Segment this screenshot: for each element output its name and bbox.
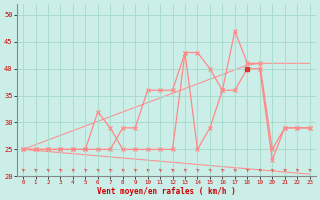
X-axis label: Vent moyen/en rafales ( km/h ): Vent moyen/en rafales ( km/h ) xyxy=(97,187,236,196)
